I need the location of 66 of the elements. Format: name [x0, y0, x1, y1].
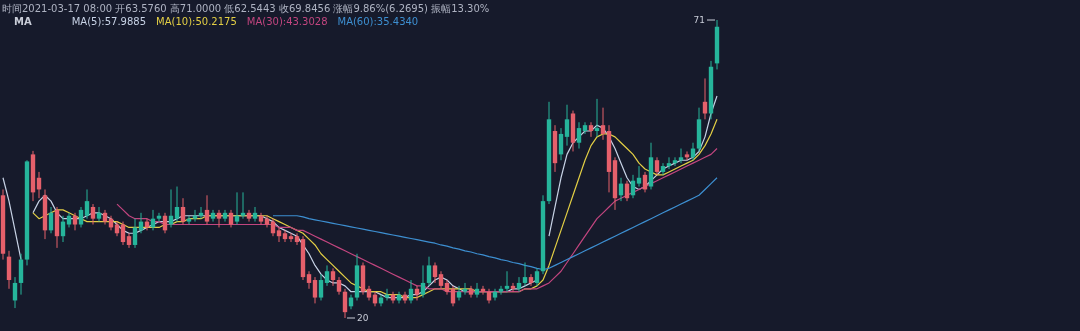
- candlestick: [516, 276, 522, 293]
- candlestick: [210, 209, 216, 223]
- candlestick: [480, 285, 486, 296]
- annotation: MA(30):43.3028: [246, 16, 328, 27]
- candlestick: [246, 209, 252, 223]
- candlestick: [384, 288, 390, 301]
- candlestick: [282, 229, 288, 243]
- candlestick: [192, 209, 198, 223]
- candlestick: [432, 261, 438, 284]
- candlestick: [456, 285, 462, 301]
- candlestick: [96, 206, 102, 223]
- text: 时间2021-03-17 08:00 开63.5760 高71.0000 低62.5443 收69.8456 涨幅9.86%(6.2695) 振幅13.30%: [2, 3, 490, 14]
- annotation: MA(5):57.9885: [71, 16, 147, 27]
- candlestick: [318, 273, 324, 301]
- candlestick: [84, 188, 90, 220]
- candlestick: [78, 206, 84, 228]
- candlestick: [204, 194, 210, 226]
- candlestick: [234, 191, 240, 226]
- candlestick: [288, 232, 294, 243]
- candlestick: [588, 121, 594, 138]
- candlestick: [672, 156, 678, 167]
- candlestick: [468, 285, 474, 299]
- candlestick: [564, 104, 570, 147]
- candlestick: [660, 162, 666, 176]
- candlestick: [252, 206, 258, 223]
- candlestick: [510, 282, 516, 293]
- candlestick: [216, 209, 222, 228]
- candlestick: [522, 261, 528, 287]
- candlestick: [90, 203, 96, 226]
- candlestick: [258, 212, 264, 226]
- candlestick: [576, 121, 582, 150]
- candlestick: [186, 215, 192, 226]
- candlestick: [324, 264, 330, 287]
- candlestick: [330, 267, 336, 287]
- candlestick: [498, 285, 504, 296]
- candlestick: [504, 270, 510, 293]
- candlestick: [594, 98, 600, 138]
- candlestick: [222, 209, 228, 223]
- candlestick: [180, 197, 186, 226]
- annotation: MA(10):50.2175: [156, 16, 237, 27]
- candlestick: [312, 276, 318, 304]
- candlestick: [168, 188, 174, 228]
- candlestick: [132, 218, 138, 249]
- candlestick: [684, 150, 690, 161]
- candlestick: [198, 206, 204, 220]
- candlestick: [636, 165, 642, 188]
- candlestick: [528, 273, 534, 287]
- annotation: 71: [693, 15, 705, 25]
- annotation: 20: [357, 313, 369, 323]
- annotation: MA(60):35.4340: [337, 16, 419, 27]
- candlestick: [426, 256, 432, 287]
- candlestick: [240, 191, 246, 220]
- candlestick: [294, 232, 300, 246]
- candlestick: [666, 156, 672, 170]
- candlestick: [156, 212, 162, 223]
- candlestick: [462, 282, 468, 296]
- candlestick: [420, 264, 426, 299]
- candlestick: [678, 148, 684, 164]
- candlestick: [600, 107, 606, 141]
- candlestick: [306, 270, 312, 290]
- annotation: MA: [14, 16, 32, 27]
- candlestick: [174, 186, 180, 223]
- candlestick: [582, 121, 588, 135]
- candlestick: [474, 282, 480, 299]
- candlestick: [414, 285, 420, 301]
- candlestick: [276, 226, 282, 243]
